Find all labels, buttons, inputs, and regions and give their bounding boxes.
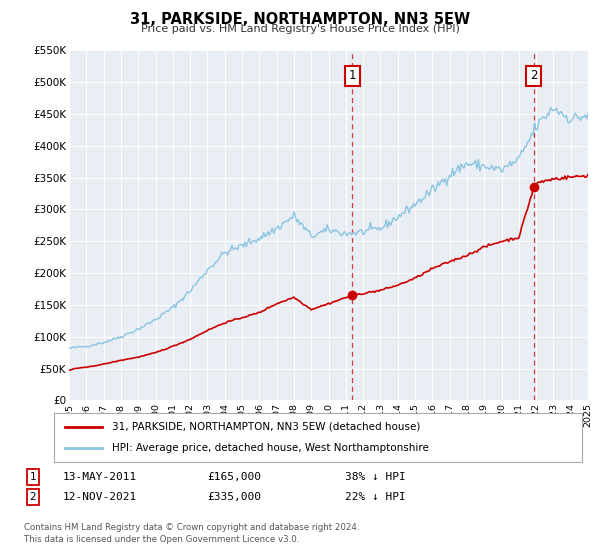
- Text: 2: 2: [530, 69, 538, 82]
- Text: 13-MAY-2011: 13-MAY-2011: [63, 472, 137, 482]
- Text: 31, PARKSIDE, NORTHAMPTON, NN3 5EW: 31, PARKSIDE, NORTHAMPTON, NN3 5EW: [130, 12, 470, 27]
- Text: 1: 1: [348, 69, 356, 82]
- Text: HPI: Average price, detached house, West Northamptonshire: HPI: Average price, detached house, West…: [112, 443, 429, 453]
- Text: Price paid vs. HM Land Registry's House Price Index (HPI): Price paid vs. HM Land Registry's House …: [140, 24, 460, 34]
- Text: 2: 2: [29, 492, 37, 502]
- Text: 1: 1: [29, 472, 37, 482]
- Text: £335,000: £335,000: [207, 492, 261, 502]
- Text: 22% ↓ HPI: 22% ↓ HPI: [345, 492, 406, 502]
- Text: 38% ↓ HPI: 38% ↓ HPI: [345, 472, 406, 482]
- Text: £165,000: £165,000: [207, 472, 261, 482]
- Text: This data is licensed under the Open Government Licence v3.0.: This data is licensed under the Open Gov…: [24, 535, 299, 544]
- Text: 12-NOV-2021: 12-NOV-2021: [63, 492, 137, 502]
- Text: 31, PARKSIDE, NORTHAMPTON, NN3 5EW (detached house): 31, PARKSIDE, NORTHAMPTON, NN3 5EW (deta…: [112, 422, 421, 432]
- Text: Contains HM Land Registry data © Crown copyright and database right 2024.: Contains HM Land Registry data © Crown c…: [24, 523, 359, 532]
